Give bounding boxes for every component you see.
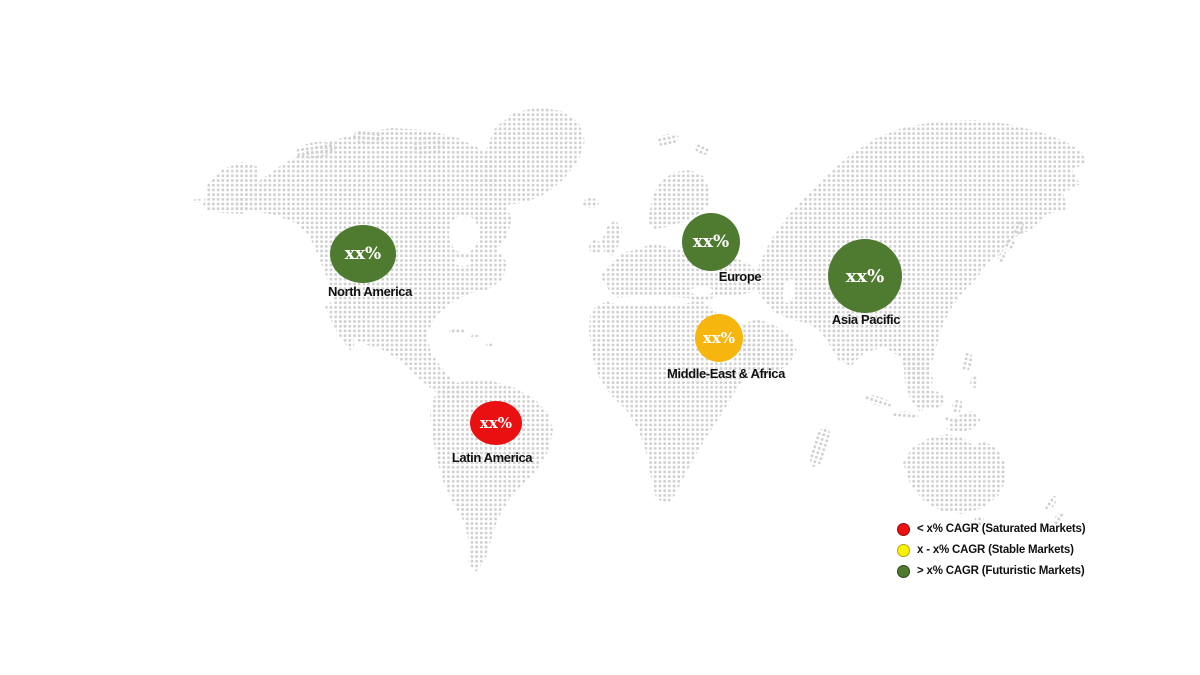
legend-dot-red-icon — [897, 522, 910, 536]
region-label-asia-pacific: Asia Pacific — [831, 312, 901, 327]
legend-label: < x% CAGR (Saturated Markets) — [917, 523, 1086, 535]
region-label-north-america: North America — [328, 284, 412, 299]
legend-dot-yellow-icon — [897, 543, 910, 557]
region-value: xx% — [702, 329, 736, 347]
region-marker-middle-east-africa: xx% — [695, 314, 743, 362]
legend-item-saturated: < x% CAGR (Saturated Markets) — [897, 522, 1086, 536]
region-marker-europe: xx% — [682, 213, 740, 271]
legend: < x% CAGR (Saturated Markets) x - x% CAG… — [897, 522, 1086, 585]
region-value: xx% — [845, 265, 885, 287]
legend-label: x - x% CAGR (Stable Markets) — [917, 544, 1074, 556]
region-label-europe: Europe — [718, 269, 762, 284]
region-label-middle-east-africa: Middle-East & Africa — [667, 366, 785, 381]
legend-dot-green-icon — [897, 564, 910, 578]
region-value: xx% — [344, 244, 382, 264]
region-label-latin-america: Latin America — [451, 450, 533, 465]
region-marker-latin-america: xx% — [470, 401, 522, 445]
legend-item-futuristic: > x% CAGR (Futuristic Markets) — [897, 564, 1085, 578]
region-value: xx% — [479, 414, 513, 432]
region-marker-asia-pacific: xx% — [828, 239, 902, 313]
legend-item-stable: x - x% CAGR (Stable Markets) — [897, 543, 1085, 557]
region-marker-north-america: xx% — [330, 225, 396, 283]
region-value: xx% — [692, 232, 730, 252]
legend-label: > x% CAGR (Futuristic Markets) — [917, 565, 1085, 577]
